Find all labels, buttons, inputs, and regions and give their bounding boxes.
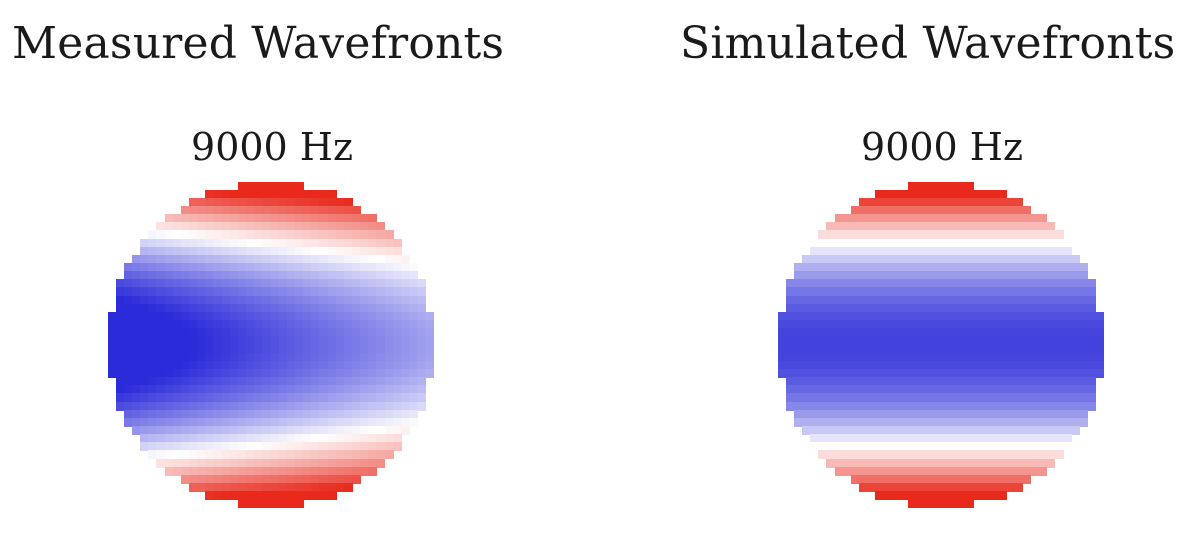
simulated-wavefront-map [778,182,1104,508]
simulated-wavefront-canvas [778,182,1104,508]
measured-frequency-label: 9000 Hz [191,125,353,169]
simulated-frequency-label: 9000 Hz [861,125,1023,169]
measured-wavefronts-title: Measured Wavefronts [12,18,505,69]
measured-wavefront-canvas [108,182,434,508]
measured-wavefront-map [108,182,434,508]
simulated-wavefronts-title: Simulated Wavefronts [680,18,1176,69]
